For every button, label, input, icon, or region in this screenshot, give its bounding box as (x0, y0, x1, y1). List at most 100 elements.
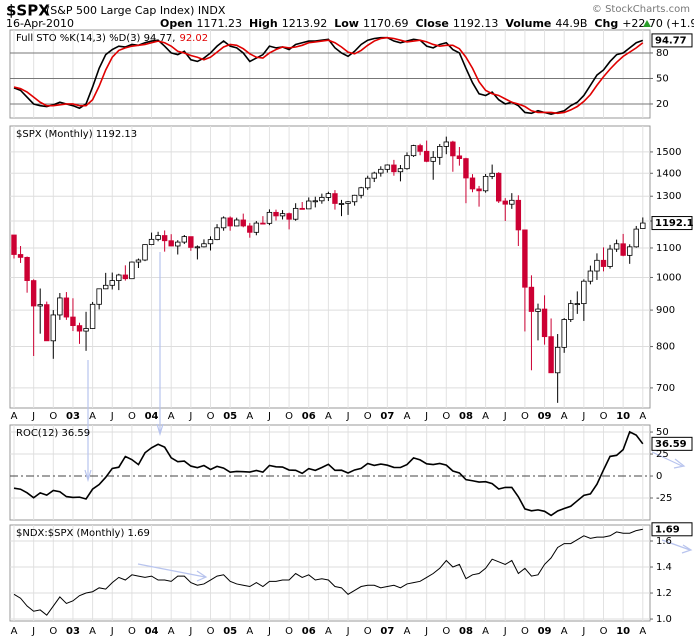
candle-body (220, 217, 227, 229)
quote-label: Volume (505, 17, 551, 30)
last-value-label: 94.77 (655, 35, 687, 46)
candle-body (109, 280, 115, 286)
candle-body (207, 239, 214, 245)
y-tick-label: 1000 (656, 272, 681, 283)
x-tick-label: A (246, 411, 253, 422)
annotation-arrow (156, 252, 164, 437)
x-tick-label: A (404, 411, 411, 422)
candle-body (194, 246, 201, 249)
x-tick-label: J (346, 411, 350, 422)
x-tick-label: 07 (380, 626, 394, 637)
x-tick-label: A (168, 626, 175, 637)
panel-title-text: ROC(12) 36.59 (16, 428, 90, 439)
x-tick-label: A (639, 411, 646, 422)
candle-body (371, 172, 377, 179)
candle-body (620, 243, 626, 256)
x-tick-label: 06 (302, 626, 316, 637)
watermark: © StockCharts.com (592, 4, 690, 15)
candle-body (273, 211, 279, 217)
candle-body (502, 200, 508, 205)
quote-line: Open 1171.23 High 1213.92 Low 1170.69 Close 119… (160, 17, 694, 30)
x-tick-label: J (581, 626, 585, 637)
x-tick-label: O (49, 626, 57, 637)
panel-title: ROC(12) 36.59 (16, 428, 90, 439)
candle-body (155, 235, 161, 240)
x-tick-label: O (442, 626, 450, 637)
candle-body (332, 193, 338, 204)
candle-body (292, 207, 299, 220)
candle-body (554, 346, 561, 374)
y-tick-label: -25 (656, 493, 672, 504)
candle-body (168, 240, 174, 247)
y-tick-label: 50 (656, 427, 669, 438)
candle-body (253, 222, 260, 233)
candle-body (627, 246, 633, 256)
series-line (13, 528, 643, 616)
candle-body (489, 172, 495, 177)
last-value-label: 36.59 (655, 439, 687, 450)
x-tick-label: J (188, 626, 192, 637)
x-tick-label: 07 (380, 411, 394, 422)
x-tick-label: O (285, 626, 293, 637)
candle-body (30, 280, 37, 307)
panel-title-red: 92.02 (179, 33, 208, 44)
candle-body (233, 219, 240, 227)
candle-body (96, 288, 102, 305)
x-tick-label: A (482, 411, 489, 422)
x-tick-label: 08 (459, 626, 473, 637)
series-line (13, 36, 644, 115)
x-tick-label: J (267, 411, 271, 422)
last-value-box (651, 33, 693, 48)
candle-body (24, 256, 30, 281)
series-line (13, 36, 644, 115)
quote-label: Low (334, 17, 359, 30)
candle-body (522, 229, 528, 288)
y-tick-label: 50 (656, 73, 669, 84)
y-tick-label: 1500 (656, 147, 681, 158)
candle-body (57, 297, 63, 316)
candle-body (17, 254, 24, 258)
candle-body (410, 145, 417, 157)
candle-body (312, 200, 318, 203)
x-tick-label: A (168, 411, 175, 422)
quote-label: Chg (594, 17, 618, 30)
panel-frame (9, 424, 651, 521)
panel-title-text: $NDX:$SPX (Monthly) 1.69 (16, 528, 150, 539)
x-tick-label: 05 (223, 411, 237, 422)
series-line (13, 430, 644, 517)
candle-body (384, 164, 391, 170)
x-tick-label: J (267, 626, 271, 637)
last-value-box (651, 522, 693, 537)
candle-body (116, 274, 122, 281)
panel-frame (9, 125, 651, 409)
x-tick-label: 10 (616, 626, 630, 637)
y-tick-label: 80 (656, 48, 669, 59)
y-tick-label: 1.6 (656, 536, 672, 547)
candle-body (188, 236, 194, 248)
x-tick-label: O (600, 411, 608, 422)
x-tick-label: A (325, 411, 332, 422)
candle-body (240, 219, 246, 227)
symbol-name: (S&P 500 Large Cap Index) INDX (46, 4, 226, 17)
candle-body (227, 217, 233, 227)
candle-body (181, 236, 187, 243)
symbol: $SPX (6, 2, 50, 20)
candle-body (83, 328, 89, 332)
y-tick-label: 800 (656, 342, 675, 353)
candle-body (581, 280, 587, 305)
candle-body (443, 141, 449, 147)
candle-body (515, 199, 522, 231)
y-tick-label: 25 (656, 449, 669, 460)
x-tick-label: J (346, 626, 350, 637)
panel-title: $SPX (Monthly) 1192.13 (16, 129, 137, 140)
annotations (84, 252, 693, 582)
candle-body (103, 284, 109, 290)
candle-body (175, 241, 181, 247)
candle-body (391, 164, 397, 173)
x-tick-label: A (89, 626, 96, 637)
candle-body (44, 304, 50, 342)
panel-title: $NDX:$SPX (Monthly) 1.69 (16, 528, 150, 539)
candle-body (397, 168, 404, 173)
candle-body (358, 187, 364, 196)
candle-body (535, 308, 541, 312)
